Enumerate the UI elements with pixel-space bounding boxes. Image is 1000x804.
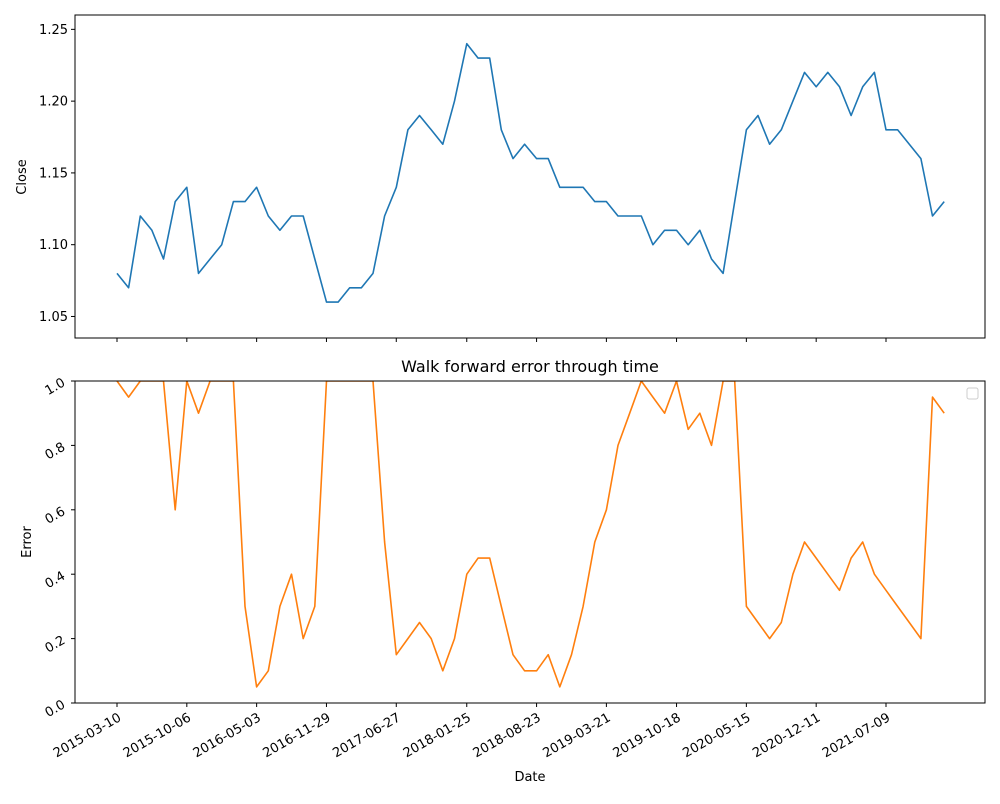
- close-y-axis-label: Close: [15, 159, 30, 194]
- legend-box: [966, 387, 979, 400]
- close-line-layer: [116, 42, 945, 303]
- close-x-ticks: [116, 338, 887, 342]
- close-y-tick-label: 1.25: [39, 23, 68, 38]
- close-y-tick-label: 1.10: [39, 238, 68, 253]
- close-y-ticks: 1.05 1.10 1.15 1.20 1.25: [39, 23, 75, 325]
- error-series-line: [116, 381, 945, 688]
- close-plot-frame: [74, 14, 986, 339]
- close-y-tick-label: 1.15: [39, 166, 68, 181]
- error-chart-title: Walk forward error through time: [401, 357, 659, 376]
- close-series-line: [116, 42, 945, 303]
- error-line-layer: [116, 381, 945, 688]
- error-plot-frame: [74, 380, 986, 704]
- close-y-tick-label: 1.20: [39, 95, 68, 110]
- error-y-axis-label: Error: [20, 526, 35, 558]
- error-x-axis-label: Date: [514, 770, 545, 785]
- close-chart: 1.05 1.10 1.15 1.20 1.25 Close: [15, 14, 986, 342]
- close-y-tick-label: 1.05: [39, 310, 68, 325]
